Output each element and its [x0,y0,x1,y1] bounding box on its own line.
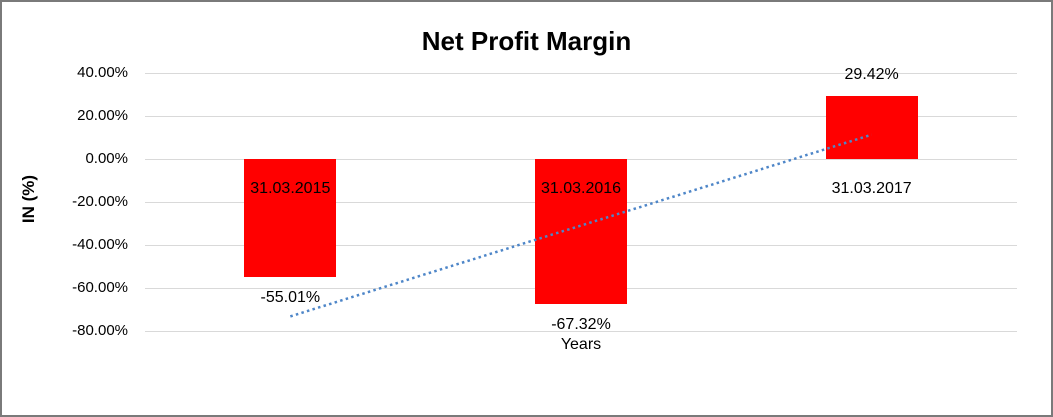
y-tick-label: -80.00% [72,322,128,339]
value-label: -55.01% [260,289,321,307]
gridline [145,73,1017,74]
category-label: 31.03.2016 [540,180,622,197]
x-axis-title: Years [560,336,602,353]
bar[interactable] [825,95,918,159]
value-label: -67.32% [551,315,611,333]
category-label: 31.03.2015 [250,180,331,197]
y-tick-label: -20.00% [72,193,128,210]
y-tick-label: 40.00% [77,64,128,81]
category-label: 31.03.2017 [831,180,912,197]
y-tick-label: -60.00% [72,279,128,296]
value-label: 29.42% [844,65,899,83]
gridline [145,331,1017,332]
y-tick-label: -40.00% [72,236,128,253]
bar[interactable] [244,159,337,278]
gridline [145,116,1017,117]
chart-title: Net Profit Margin [421,26,632,56]
y-tick-label: 0.00% [85,150,128,167]
y-tick-label: 20.00% [77,107,128,124]
